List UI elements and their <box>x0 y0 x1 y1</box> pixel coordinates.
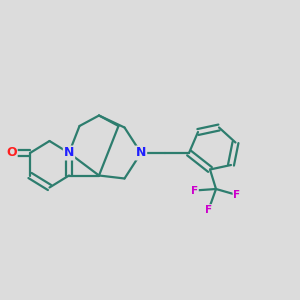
Text: N: N <box>64 146 74 160</box>
Text: N: N <box>136 146 146 160</box>
Text: F: F <box>191 185 198 196</box>
Text: F: F <box>205 205 212 215</box>
Text: F: F <box>233 190 241 200</box>
Text: O: O <box>6 146 17 160</box>
